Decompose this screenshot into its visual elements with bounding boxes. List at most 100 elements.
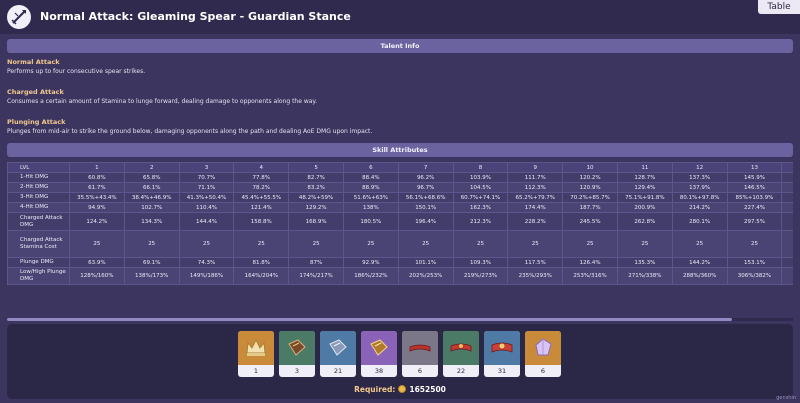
table-cell: 153.1% bbox=[726, 257, 783, 268]
material-item[interactable]: 38 bbox=[361, 331, 397, 377]
table-cell: 70.2%+85.7% bbox=[562, 192, 618, 203]
table-cell: 314.8% bbox=[781, 212, 793, 231]
material-item[interactable]: 1 bbox=[238, 331, 274, 377]
table-cell: 96.2% bbox=[397, 172, 454, 183]
red-band-green-icon bbox=[443, 331, 479, 365]
table-cell: 35.5%+43.4% bbox=[69, 192, 125, 203]
table-cell: 212.3% bbox=[452, 212, 509, 231]
table-cell: 280.1% bbox=[671, 212, 728, 231]
table-cell: 104.5% bbox=[452, 182, 509, 193]
table-cell: 164%/204% bbox=[233, 267, 290, 285]
table-row: 1-Hit DMG 60.8% 65.8% 70.7% 77.8% 82.7% 88.4% 9… bbox=[7, 172, 793, 183]
header-cell: 11 bbox=[616, 162, 673, 173]
table-cell: 128.7% bbox=[616, 172, 673, 183]
table-cell: 137.9% bbox=[671, 182, 728, 193]
charged-attack-desc: Consumes a certain amount of Stamina to … bbox=[7, 98, 318, 105]
plunging-attack-desc: Plunges from mid-air to strike the groun… bbox=[7, 128, 373, 135]
table-cell: 135.3% bbox=[616, 257, 673, 268]
header-cell: 2 bbox=[123, 162, 180, 173]
table-cell: 25 bbox=[452, 230, 509, 258]
table-cell: 80.1%+97.8% bbox=[671, 192, 728, 203]
header-cell: 14 bbox=[781, 162, 793, 173]
table-cell: 25 bbox=[726, 230, 783, 258]
table-cell: 109.3% bbox=[452, 257, 509, 268]
table-cell: 262.8% bbox=[616, 212, 673, 231]
table-cell: 187.7% bbox=[562, 202, 618, 213]
table-cell: 41.3%+50.4% bbox=[178, 192, 235, 203]
table-cell: 25 bbox=[616, 230, 673, 258]
material-item[interactable]: 22 bbox=[443, 331, 479, 377]
table-cell: 138% bbox=[342, 202, 399, 213]
horizontal-scrollbar[interactable] bbox=[7, 318, 793, 321]
skill-attributes-bar: Skill Attributes bbox=[7, 143, 793, 157]
table-cell: 120.9% bbox=[562, 182, 618, 193]
table-cell: 150.1% bbox=[397, 202, 454, 213]
table-cell: 25 bbox=[562, 230, 618, 258]
table-cell: 288%/360% bbox=[671, 267, 728, 285]
table-cell: 56.1%+68.6% bbox=[397, 192, 454, 203]
table-cell: 61.7% bbox=[69, 182, 125, 193]
table-cell: 25 bbox=[69, 230, 125, 258]
table-cell: 110.4% bbox=[178, 202, 235, 213]
table-row: Charged Attack DMG 124.2% 134.3% 144.4% 158.… bbox=[7, 212, 793, 231]
header-cell: 12 bbox=[671, 162, 728, 173]
table-cell: 228.2% bbox=[507, 212, 564, 231]
scrollbar-thumb[interactable] bbox=[7, 318, 732, 321]
material-item[interactable]: 21 bbox=[320, 331, 356, 377]
header-cell: LVL bbox=[7, 162, 70, 173]
table-button[interactable]: Table bbox=[758, 0, 800, 14]
table-cell: 25 bbox=[781, 230, 793, 258]
table-cell: 103.9% bbox=[452, 172, 509, 183]
table-cell: 88.4% bbox=[342, 172, 399, 183]
table-cell: 82.7% bbox=[288, 172, 344, 183]
material-item[interactable]: 6 bbox=[525, 331, 561, 377]
table-cell: 70.7% bbox=[178, 172, 235, 183]
row-label: Low/High Plunge DMG bbox=[7, 267, 70, 285]
watermark: genshin bbox=[776, 395, 796, 401]
table-cell: 85%+103.9% bbox=[726, 192, 783, 203]
table-cell: 174.4% bbox=[507, 202, 564, 213]
table-cell: 271%/338% bbox=[616, 267, 673, 285]
table-cell: 96.7% bbox=[397, 182, 454, 193]
table-cell: 77.8% bbox=[233, 172, 290, 183]
table-cell: 71.1% bbox=[178, 182, 235, 193]
table-cell: 144.4% bbox=[178, 212, 235, 231]
materials-panel: 1 3 21 38 6 22 31 6 Required: 1652500 bbox=[7, 324, 793, 399]
table-cell: 81.8% bbox=[233, 257, 290, 268]
table-cell: 162.1% bbox=[781, 257, 793, 268]
row-label: 1-Hit DMG bbox=[7, 172, 70, 183]
table-cell: 121.4% bbox=[233, 202, 290, 213]
material-item[interactable]: 6 bbox=[402, 331, 438, 377]
material-count: 1 bbox=[253, 367, 259, 375]
header-cell: 4 bbox=[233, 162, 290, 173]
table-row: 4-Hit DMG 94.9% 102.7% 110.4% 121.4% 129.2% 13… bbox=[7, 202, 793, 213]
material-count: 21 bbox=[333, 367, 343, 375]
red-band-icon bbox=[402, 331, 438, 365]
header-cell: 3 bbox=[178, 162, 235, 173]
header-cell: 9 bbox=[507, 162, 564, 173]
table-cell: 63.9% bbox=[69, 257, 125, 268]
table-cell: 145.9% bbox=[726, 172, 783, 183]
table-cell: 25 bbox=[671, 230, 728, 258]
header-cell: 8 bbox=[452, 162, 509, 173]
header-cell: 6 bbox=[342, 162, 399, 173]
table-cell: 146.5% bbox=[726, 182, 783, 193]
table-cell: 60.7%+74.1% bbox=[452, 192, 509, 203]
material-count: 38 bbox=[374, 367, 384, 375]
table-cell: 101.1% bbox=[397, 257, 454, 268]
normal-attack-desc: Performs up to four consecutive spear st… bbox=[7, 68, 146, 75]
normal-attack-title: Normal Attack bbox=[7, 58, 60, 66]
table-cell: 253%/316% bbox=[562, 267, 618, 285]
table-row: Plunge DMG 63.9% 69.1% 74.3% 81.8% 87% 92.9% 10… bbox=[7, 257, 793, 268]
talent-info-bar: Talent Info bbox=[7, 39, 793, 53]
table-cell: 162.3% bbox=[452, 202, 509, 213]
page-header: Normal Attack: Gleaming Spear - Guardian… bbox=[0, 0, 800, 34]
material-count: 22 bbox=[456, 367, 466, 375]
table-row: 2-Hit DMG 61.7% 66.1% 71.1% 78.2% 83.2% 88.9% 9… bbox=[7, 182, 793, 193]
table-cell: 129.2% bbox=[288, 202, 344, 213]
table-cell: 144.2% bbox=[671, 257, 728, 268]
material-item[interactable]: 3 bbox=[279, 331, 315, 377]
table-row: Charged Attack Stamina Cost 25 25 25 25 25 25 2… bbox=[7, 230, 793, 258]
material-item[interactable]: 31 bbox=[484, 331, 520, 377]
material-count: 6 bbox=[417, 367, 423, 375]
